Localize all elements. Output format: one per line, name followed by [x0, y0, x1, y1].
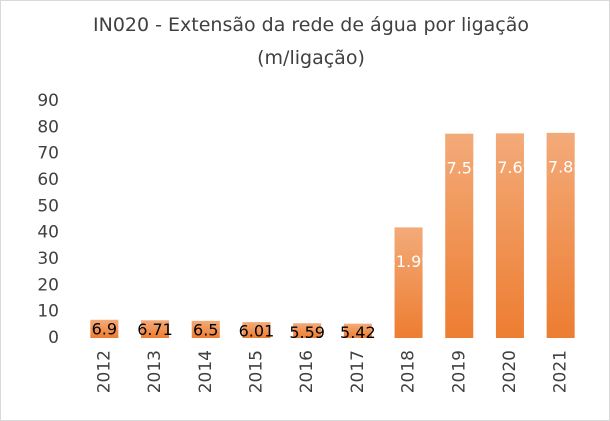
y-tick-label: 80 — [37, 117, 59, 137]
bar-shine — [394, 227, 423, 338]
y-tick-label: 90 — [37, 91, 59, 111]
data-label: 5.59 — [289, 323, 325, 342]
y-tick-label: 50 — [37, 196, 59, 216]
x-tick-label: 2020 — [500, 350, 520, 393]
y-tick-label: 60 — [37, 170, 59, 190]
y-tick-label: 40 — [37, 223, 59, 243]
data-label: 6.71 — [137, 320, 173, 339]
data-label: 77.69 — [487, 158, 533, 177]
bar-shine — [141, 320, 170, 338]
data-label: 5.42 — [340, 323, 376, 342]
y-tick-label: 70 — [37, 144, 59, 164]
data-label: 6.01 — [239, 322, 275, 341]
bar-shine — [546, 132, 575, 338]
data-label: 41.99 — [386, 252, 432, 271]
bar-shine — [293, 323, 322, 338]
data-label: 6.9 — [92, 319, 117, 338]
x-tick-label: 2018 — [399, 350, 419, 393]
x-tick-label: 2012 — [94, 350, 114, 393]
bar-shine — [90, 319, 119, 338]
bar-shine — [242, 322, 271, 338]
x-tick-label: 2019 — [449, 350, 469, 393]
data-label: 77.56 — [436, 158, 482, 177]
y-tick-label: 0 — [48, 328, 59, 348]
data-label: 6.5 — [193, 320, 218, 339]
bar-shine — [191, 320, 220, 338]
x-tick-label: 2014 — [196, 350, 216, 393]
bar-shine — [495, 133, 524, 338]
data-label: 77.88 — [538, 157, 584, 176]
x-tick-label: 2021 — [551, 350, 571, 393]
x-tick-label: 2015 — [246, 350, 266, 393]
x-tick-label: 2017 — [348, 350, 368, 393]
x-tick-label: 2016 — [297, 350, 317, 393]
bar-shine — [445, 133, 474, 338]
bar-shine — [343, 323, 372, 338]
y-tick-label: 30 — [37, 249, 59, 269]
chart-title: IN020 - Extensão da rede de água por lig… — [93, 14, 529, 69]
x-tick-label: 2013 — [145, 350, 165, 393]
y-tick-label: 10 — [37, 302, 59, 322]
y-tick-label: 20 — [37, 275, 59, 295]
